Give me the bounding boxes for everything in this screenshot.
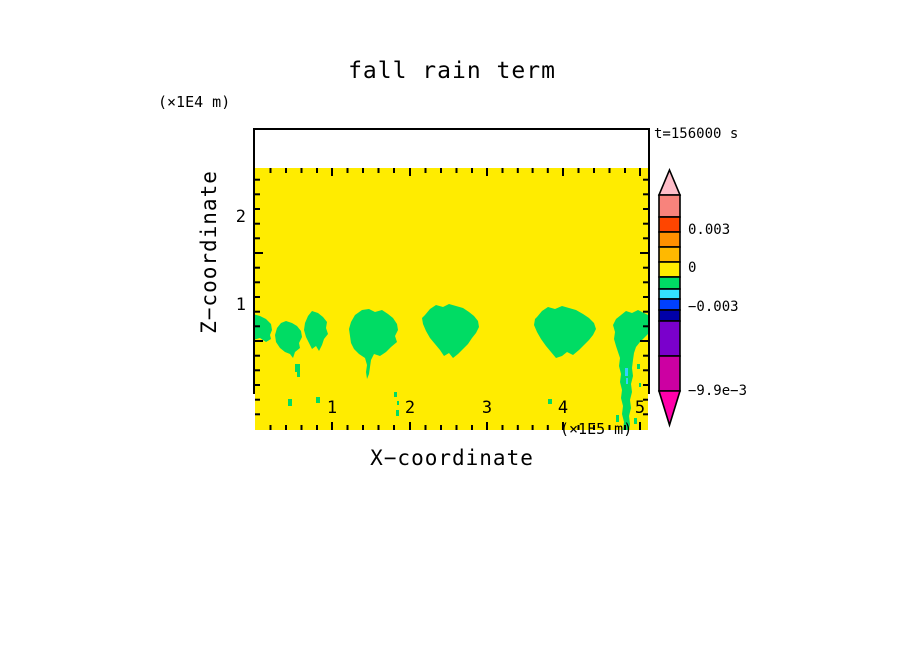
x-axis-tick-label-3: 3 bbox=[481, 398, 493, 418]
x-axis-unit-label: (×1E5 m) bbox=[560, 420, 633, 438]
time-annotation: t=156000 s bbox=[654, 126, 739, 142]
plot-area bbox=[253, 128, 650, 430]
colorbar bbox=[657, 168, 682, 428]
plot-svg bbox=[255, 168, 648, 430]
x-axis-title: X−coordinate bbox=[370, 446, 534, 470]
colorbar-label-pos: 0.003 bbox=[688, 222, 731, 238]
x-axis-tick-label-5: 5 bbox=[634, 398, 646, 418]
colorbar-label-min: −9.9e−3 bbox=[688, 383, 748, 399]
x-axis-tick-label-4: 4 bbox=[557, 398, 569, 418]
z-axis-title: Z−coordinate bbox=[197, 170, 221, 334]
x-axis-tick-label-2: 2 bbox=[404, 398, 416, 418]
z-axis-tick-label-1: 1 bbox=[235, 295, 246, 315]
x-axis-tick-label-1: 1 bbox=[326, 398, 338, 418]
colorbar-label-neg: −0.003 bbox=[688, 299, 739, 315]
colorbar-label-zero: 0 bbox=[688, 260, 697, 276]
y-axis-unit-label: (×1E4 m) bbox=[158, 93, 231, 111]
z-axis-tick-label-2: 2 bbox=[235, 207, 246, 227]
chart-title: fall rain term bbox=[348, 58, 556, 84]
